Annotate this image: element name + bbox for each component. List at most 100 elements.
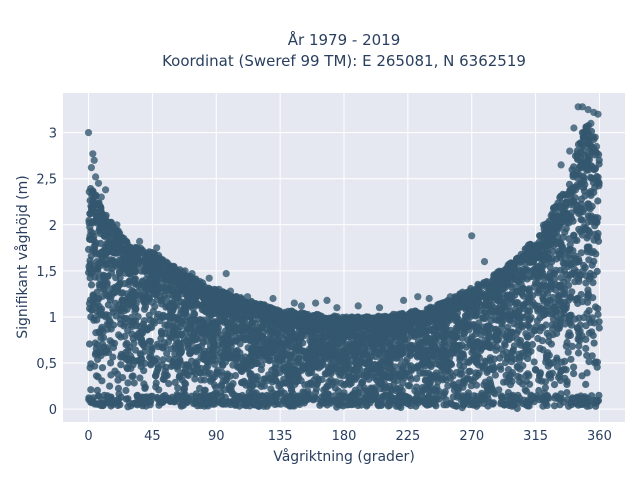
data-point bbox=[585, 256, 592, 263]
data-point bbox=[447, 374, 454, 381]
data-point bbox=[115, 331, 122, 338]
data-point bbox=[254, 380, 261, 387]
data-point bbox=[579, 161, 586, 168]
data-point bbox=[141, 299, 148, 306]
data-point bbox=[232, 372, 239, 379]
data-point bbox=[167, 303, 174, 310]
data-point bbox=[110, 288, 117, 295]
data-point bbox=[579, 139, 586, 146]
data-point bbox=[556, 325, 563, 332]
data-point bbox=[466, 301, 473, 308]
data-point bbox=[182, 307, 189, 314]
data-point bbox=[574, 324, 581, 331]
data-point bbox=[233, 293, 240, 300]
data-point bbox=[99, 293, 106, 300]
data-point bbox=[378, 371, 385, 378]
data-point bbox=[122, 387, 129, 394]
data-point bbox=[531, 358, 538, 365]
data-point bbox=[234, 363, 241, 370]
data-point bbox=[501, 340, 508, 347]
data-point bbox=[277, 350, 284, 357]
data-point bbox=[170, 322, 177, 329]
data-point bbox=[146, 312, 153, 319]
data-point bbox=[157, 294, 164, 301]
data-point bbox=[564, 378, 571, 385]
chart-title-line2: Koordinat (Sweref 99 TM): E 265081, N 63… bbox=[162, 52, 526, 70]
data-point bbox=[364, 325, 371, 332]
data-point bbox=[130, 372, 137, 379]
data-point bbox=[478, 289, 485, 296]
data-point bbox=[384, 324, 391, 331]
data-point bbox=[419, 343, 426, 350]
data-point bbox=[584, 248, 591, 255]
data-point bbox=[175, 331, 182, 338]
data-point bbox=[244, 365, 251, 372]
data-point bbox=[185, 287, 192, 294]
data-point bbox=[386, 341, 393, 348]
data-point bbox=[565, 282, 572, 289]
data-point bbox=[537, 369, 544, 376]
data-point bbox=[176, 372, 183, 379]
data-point bbox=[121, 333, 128, 340]
data-point bbox=[492, 326, 499, 333]
data-point bbox=[111, 368, 118, 375]
data-point bbox=[289, 343, 296, 350]
data-point bbox=[481, 337, 488, 344]
data-point bbox=[154, 285, 161, 292]
data-point bbox=[85, 246, 92, 253]
data-point bbox=[278, 318, 285, 325]
data-point bbox=[355, 358, 362, 365]
data-point bbox=[137, 356, 144, 363]
data-point bbox=[582, 381, 589, 388]
data-point bbox=[262, 375, 269, 382]
data-point bbox=[458, 354, 465, 361]
data-point bbox=[272, 370, 279, 377]
data-point bbox=[527, 348, 534, 355]
data-point bbox=[114, 249, 121, 256]
data-point bbox=[512, 300, 519, 307]
data-point bbox=[465, 368, 472, 375]
data-point bbox=[519, 285, 526, 292]
data-point bbox=[570, 232, 577, 239]
data-point bbox=[168, 334, 175, 341]
data-point bbox=[465, 322, 472, 329]
data-point bbox=[575, 342, 582, 349]
data-point bbox=[136, 374, 143, 381]
data-point bbox=[561, 213, 568, 220]
data-point bbox=[549, 294, 556, 301]
data-point bbox=[418, 312, 425, 319]
data-point bbox=[582, 345, 589, 352]
data-point bbox=[159, 361, 166, 368]
data-point bbox=[111, 340, 118, 347]
data-point bbox=[391, 350, 398, 357]
data-point bbox=[563, 199, 570, 206]
data-point bbox=[251, 325, 258, 332]
data-point bbox=[540, 296, 547, 303]
data-point bbox=[189, 347, 196, 354]
data-point bbox=[171, 356, 178, 363]
data-point bbox=[596, 157, 603, 164]
data-point bbox=[473, 382, 480, 389]
data-point bbox=[122, 341, 129, 348]
data-point bbox=[577, 272, 584, 279]
data-point bbox=[593, 150, 600, 157]
data-point bbox=[179, 283, 186, 290]
data-point bbox=[148, 345, 155, 352]
data-point bbox=[542, 321, 549, 328]
data-point bbox=[200, 317, 207, 324]
data-point bbox=[89, 198, 96, 205]
data-point bbox=[298, 365, 305, 372]
data-point bbox=[567, 261, 574, 268]
data-point bbox=[475, 338, 482, 345]
data-point bbox=[168, 279, 175, 286]
data-point bbox=[147, 265, 154, 272]
data-point bbox=[183, 337, 190, 344]
data-point bbox=[88, 281, 95, 288]
data-point bbox=[406, 373, 413, 380]
data-point bbox=[449, 306, 456, 313]
data-point bbox=[595, 182, 602, 189]
data-point bbox=[393, 323, 400, 330]
data-point bbox=[522, 386, 529, 393]
data-point bbox=[412, 308, 419, 315]
